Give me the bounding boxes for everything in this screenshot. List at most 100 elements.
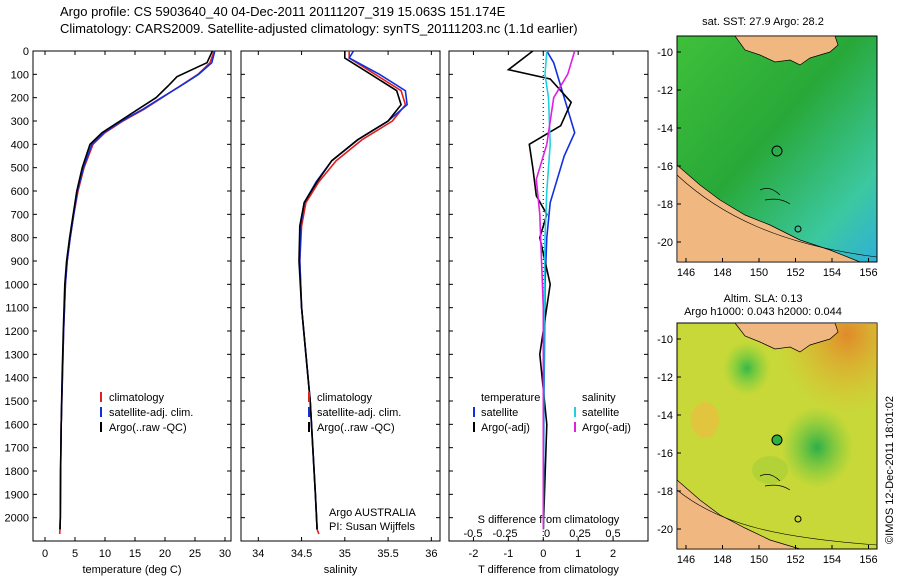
ytick-label: 500 xyxy=(11,163,29,175)
xtick-label: 35 xyxy=(339,548,351,560)
panel-frame-temperature xyxy=(32,50,232,542)
xtick-label: 10 xyxy=(99,548,111,560)
sst-map: sat. SST: 27.9 Argo: 28.2 xyxy=(676,16,878,263)
legend-sal-title: salinity xyxy=(582,392,616,404)
map-ytick-label: -12 xyxy=(657,372,673,384)
panel-difference: -2 -1 0 1 2 T difference from climatology -0.5… xyxy=(448,50,649,576)
ytick-label: 1600 xyxy=(5,419,29,431)
series-line-difference-2 xyxy=(542,50,552,530)
x2tick-label: -0.25 xyxy=(492,528,517,540)
xlabel-temperature: temperature (deg C) xyxy=(82,564,181,576)
map-ytick-label: -14 xyxy=(657,123,673,135)
map-ytick-label: -16 xyxy=(657,448,673,460)
sla-isobath xyxy=(676,489,878,546)
sst-argo-marker xyxy=(771,145,783,157)
legend-label: Argo(-adj) xyxy=(481,422,530,434)
panel-salinity: 34 34.5 35 35.5 36 salinity climatology satelli… xyxy=(240,50,441,576)
series-line-difference-0 xyxy=(542,50,576,530)
legend-label: satellite-adj. clim. xyxy=(317,407,401,419)
sla-map: Altim. SLA: 0.13 Argo h1000: 0.043 h2000… xyxy=(676,293,878,550)
ytick-label: 1900 xyxy=(5,489,29,501)
xtick-label: 2 xyxy=(610,548,616,560)
map-xtick-label: 152 xyxy=(786,554,804,566)
x2tick-label: 0.5 xyxy=(605,528,620,540)
ytick-label: 1300 xyxy=(5,349,29,361)
sst-land xyxy=(676,164,861,263)
xlabel-salinity: salinity xyxy=(324,564,358,576)
map-ytick-label: -12 xyxy=(657,85,673,97)
map-ytick-label: -20 xyxy=(657,237,673,249)
series-line-salinity-0 xyxy=(298,51,407,535)
series-line-difference-3 xyxy=(535,50,576,530)
legend-label: satellite xyxy=(582,407,619,419)
xtick-label: 30 xyxy=(219,548,231,560)
ytick-label: 1400 xyxy=(5,373,29,385)
sla-reef xyxy=(759,474,791,491)
legend-label: climatology xyxy=(317,392,373,404)
series-line-difference-1 xyxy=(506,50,573,530)
xtick-label: 0 xyxy=(540,548,546,560)
sla-land-png xyxy=(734,322,839,353)
panel-frame-difference xyxy=(448,50,649,542)
ytick-label: 400 xyxy=(11,139,29,151)
xtick-label: 34 xyxy=(252,548,264,560)
x2label: S difference from climatology xyxy=(478,514,620,526)
annotation-text: Argo AUSTRALIA xyxy=(329,507,416,519)
title-line-2: Climatology: CARS2009. Satellite-adjuste… xyxy=(60,21,578,36)
legend-temp-title: temperature xyxy=(481,392,540,404)
ytick-label: 200 xyxy=(11,93,29,105)
xtick-label: 36 xyxy=(425,548,437,560)
sst-map-title: sat. SST: 27.9 Argo: 28.2 xyxy=(702,16,824,28)
xtick-label: -1 xyxy=(503,548,513,560)
sla-land xyxy=(676,479,801,550)
credit-text: ©IMOS 12-Dec-2011 18:01:02 xyxy=(884,396,896,544)
xtick-label: 1 xyxy=(575,548,581,560)
legend-label: satellite xyxy=(481,407,518,419)
map-xtick-label: 154 xyxy=(823,554,841,566)
legend-label: Argo(..raw -QC) xyxy=(109,422,187,434)
panel-frame-salinity xyxy=(240,50,441,542)
xtick-label: 25 xyxy=(189,548,201,560)
xtick-label: 20 xyxy=(159,548,171,560)
xtick-label: 34.5 xyxy=(291,548,312,560)
x2tick-label: 0.25 xyxy=(569,528,590,540)
map-ytick-label: -18 xyxy=(657,199,673,211)
map-xtick-label: 148 xyxy=(713,267,731,279)
ytick-label: 300 xyxy=(11,116,29,128)
sst-marker-2 xyxy=(794,225,802,233)
ytick-label: 1800 xyxy=(5,466,29,478)
ytick-label: 900 xyxy=(11,256,29,268)
sst-isobath xyxy=(676,174,878,258)
map-xtick-label: 150 xyxy=(750,267,768,279)
ytick-label: 100 xyxy=(11,69,29,81)
ytick-label: 1700 xyxy=(5,443,29,455)
map-xtick-label: 156 xyxy=(859,267,877,279)
map-xtick-label: 152 xyxy=(786,267,804,279)
legend-label: satellite-adj. clim. xyxy=(109,407,193,419)
x2tick-label: -0.5 xyxy=(464,528,483,540)
ytick-label: 800 xyxy=(11,233,29,245)
series-line-salinity-2 xyxy=(298,51,402,530)
map-ytick-label: -18 xyxy=(657,486,673,498)
map-xtick-label: 150 xyxy=(750,554,768,566)
sla-map-title-2: Argo h1000: 0.043 h2000: 0.044 xyxy=(684,306,842,318)
sst-reef xyxy=(759,188,791,205)
panel-temperature: 0100200300400500600700800900100011001200… xyxy=(5,46,232,576)
legend-label: Argo(-adj) xyxy=(582,422,631,434)
ytick-label: 600 xyxy=(11,186,29,198)
legend-label: climatology xyxy=(109,392,165,404)
xtick-label: 35.5 xyxy=(377,548,398,560)
xtick-label: 15 xyxy=(129,548,141,560)
sla-argo-marker xyxy=(771,434,783,446)
series-line-temperature-0 xyxy=(58,50,215,535)
map-ytick-label: -16 xyxy=(657,161,673,173)
map-xtick-label: 148 xyxy=(713,554,731,566)
ytick-label: 1100 xyxy=(5,303,29,315)
map-xtick-label: 156 xyxy=(859,554,877,566)
title-line-1: Argo profile: CS 5903640_40 04-Dec-2011 … xyxy=(60,4,506,19)
map-ytick-label: -14 xyxy=(657,410,673,422)
ytick-label: 1500 xyxy=(5,396,29,408)
x2tick-label: 0 xyxy=(544,528,550,540)
series-line-temperature-1 xyxy=(59,50,216,530)
